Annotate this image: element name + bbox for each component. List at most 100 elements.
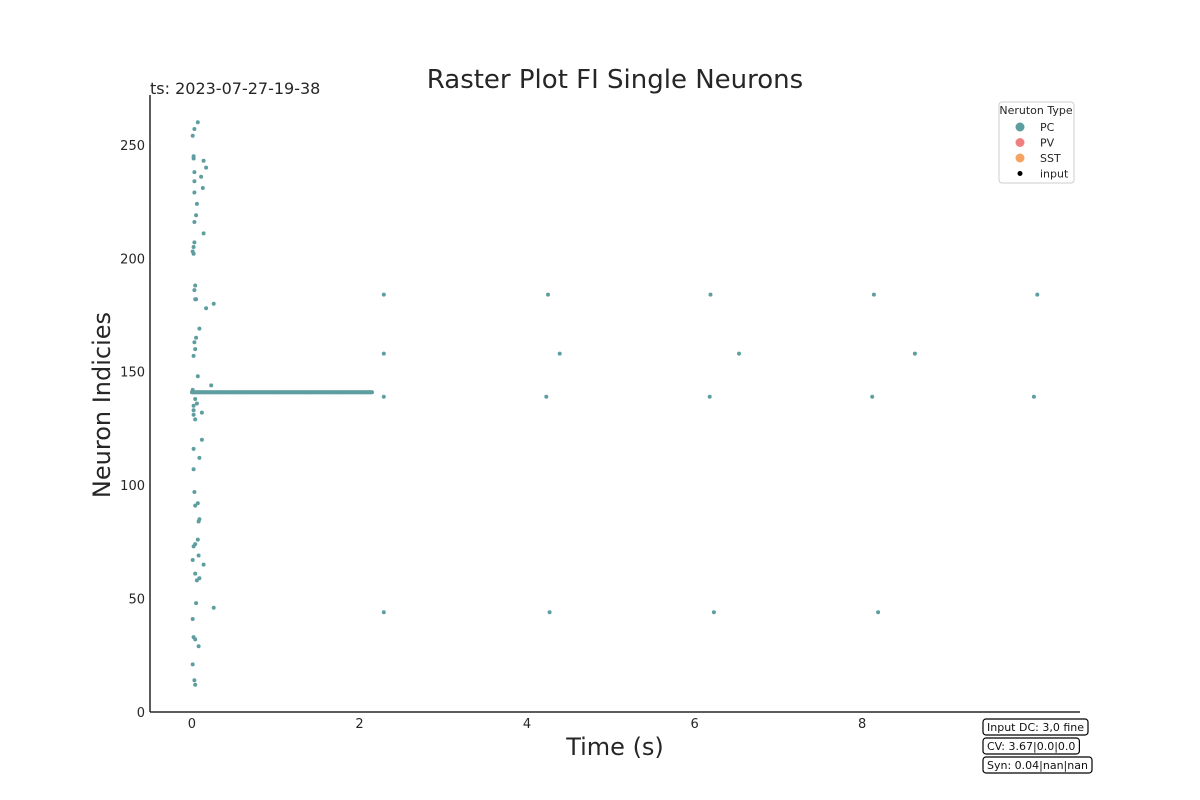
info-boxes: Input DC: 3,0 fine CV: 3.67|0.0|0.0 Syn: 0… bbox=[982, 718, 1093, 774]
spike-point bbox=[547, 610, 552, 615]
spike-point bbox=[196, 553, 201, 558]
spike-point bbox=[546, 292, 550, 297]
legend-frame bbox=[998, 101, 1075, 184]
info-box-text: Syn: 0.04|nan|nan bbox=[987, 759, 1088, 772]
y-tick-label: 100 bbox=[120, 479, 145, 494]
spike-point bbox=[200, 186, 205, 190]
spike-point bbox=[197, 326, 202, 331]
legend-title: Neruton Type bbox=[999, 104, 1072, 117]
legend-label: input bbox=[1040, 168, 1069, 181]
spike-point bbox=[191, 251, 196, 256]
spike-point bbox=[192, 127, 197, 131]
spike-point bbox=[199, 437, 204, 442]
y-tick-label: 250 bbox=[120, 139, 145, 154]
x-tick-label: 8 bbox=[858, 717, 866, 732]
spike-point bbox=[707, 394, 712, 399]
y-tick-label: 200 bbox=[120, 252, 145, 267]
spike-point bbox=[194, 201, 199, 206]
x-tick-label: 2 bbox=[355, 717, 363, 732]
y-tick-label: 50 bbox=[128, 593, 145, 608]
plot-area bbox=[189, 120, 1040, 687]
spike-point bbox=[193, 637, 198, 642]
spike-point bbox=[194, 401, 199, 406]
legend-entries: PC PV SST input bbox=[1015, 121, 1069, 181]
spike-point bbox=[381, 394, 386, 399]
y-tick-labels: 0 50 100 150 200 250 bbox=[120, 139, 145, 721]
spike-point bbox=[192, 340, 197, 345]
spike-bursts bbox=[189, 390, 374, 395]
spike-point bbox=[196, 519, 201, 524]
spike-point bbox=[191, 467, 196, 472]
spike-point bbox=[190, 617, 195, 621]
spike-point bbox=[544, 394, 549, 399]
spike-point bbox=[194, 601, 199, 606]
spike-point bbox=[191, 156, 196, 161]
spike-point bbox=[195, 501, 200, 506]
legend-label: SST bbox=[1040, 152, 1061, 165]
info-box-text: CV: 3.67|0.0|0.0 bbox=[987, 740, 1075, 753]
spike-point bbox=[381, 292, 386, 297]
spike-point bbox=[195, 374, 200, 379]
spike-point bbox=[192, 288, 197, 293]
spike-point bbox=[381, 610, 386, 615]
spike-point bbox=[194, 578, 199, 583]
spike-point bbox=[192, 190, 197, 195]
spike-point bbox=[199, 174, 204, 179]
spike-point bbox=[370, 390, 374, 395]
spike-point bbox=[204, 306, 209, 311]
legend-marker bbox=[1015, 153, 1025, 163]
x-tick-label: 6 bbox=[690, 717, 698, 732]
spike-point bbox=[1031, 394, 1036, 399]
legend-marker bbox=[1017, 171, 1023, 176]
info-box bbox=[982, 737, 1081, 755]
spike-point bbox=[194, 335, 199, 340]
spike-point bbox=[191, 245, 196, 249]
legend-label: PC bbox=[1040, 121, 1055, 134]
spike-point bbox=[1035, 292, 1040, 297]
info-box bbox=[982, 756, 1093, 774]
spike-point bbox=[193, 503, 198, 508]
spike-point bbox=[192, 179, 197, 184]
legend: Neruton Type PC PV SST input bbox=[998, 101, 1075, 184]
spike-point bbox=[191, 412, 196, 417]
spike-point bbox=[193, 347, 198, 352]
spike-point bbox=[737, 351, 741, 356]
spike-point bbox=[211, 605, 216, 610]
spike-point bbox=[192, 490, 197, 494]
spike-points bbox=[190, 120, 1040, 687]
spike-point bbox=[193, 397, 198, 401]
spike-point bbox=[193, 297, 198, 302]
legend-marker bbox=[1015, 138, 1025, 147]
spike-point bbox=[193, 283, 198, 288]
spike-point bbox=[197, 455, 202, 460]
spike-point bbox=[190, 662, 195, 667]
spike-point bbox=[204, 165, 209, 170]
legend-label: PV bbox=[1040, 137, 1055, 150]
spike-point bbox=[191, 446, 196, 451]
legend-marker bbox=[1015, 122, 1025, 132]
y-tick-label: 150 bbox=[120, 366, 145, 381]
spike-point bbox=[870, 394, 875, 399]
spike-point bbox=[876, 610, 881, 615]
info-box-text: Input DC: 3,0 fine bbox=[987, 721, 1084, 734]
spike-point bbox=[199, 410, 204, 415]
chart-title: Raster Plot FI Single Neurons bbox=[427, 65, 803, 95]
spike-point bbox=[193, 682, 198, 687]
y-tick-label: 0 bbox=[137, 706, 145, 721]
spike-point bbox=[381, 351, 386, 356]
spike-point bbox=[195, 120, 200, 125]
spike-point bbox=[196, 644, 201, 649]
spike-point bbox=[195, 537, 200, 542]
spike-point bbox=[190, 133, 195, 138]
spike-point bbox=[191, 544, 196, 549]
spike-point bbox=[912, 351, 917, 356]
spike-point bbox=[191, 353, 196, 358]
spike-point bbox=[711, 610, 716, 615]
x-tick-labels: 0 2 4 6 8 bbox=[188, 717, 867, 732]
timestamp-label: ts: 2023-07-27-19-38 bbox=[150, 79, 320, 98]
spike-point bbox=[201, 158, 206, 163]
spike-point bbox=[871, 292, 876, 297]
spike-point bbox=[201, 562, 206, 567]
spike-point bbox=[193, 571, 198, 576]
